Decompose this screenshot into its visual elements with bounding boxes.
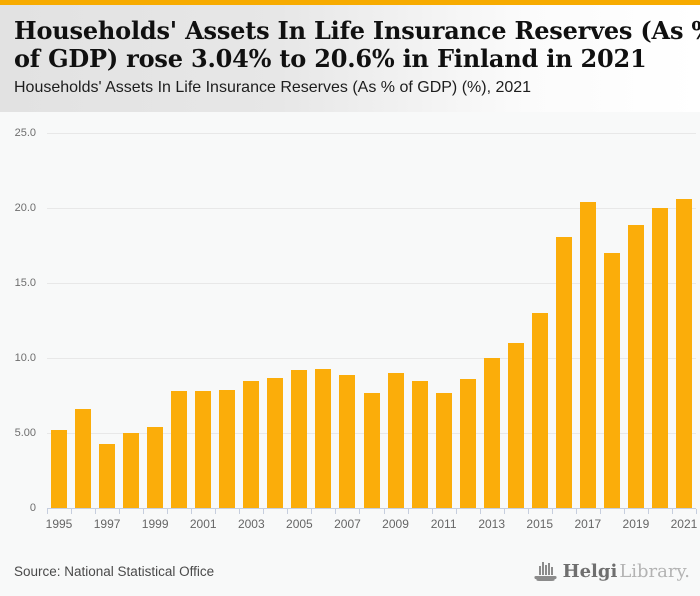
x-axis-tick bbox=[71, 509, 73, 514]
helgi-logo-icon bbox=[533, 562, 557, 581]
bar-2018 bbox=[603, 253, 620, 508]
x-axis-label-2011: 2011 bbox=[430, 517, 457, 531]
x-axis-line bbox=[47, 508, 696, 509]
x-axis-tick bbox=[503, 509, 505, 514]
chart-title: Households' Assets In Life Insurance Res… bbox=[14, 16, 700, 74]
chart-footer: Source: National Statistical Office Helg… bbox=[0, 552, 700, 596]
x-axis-tick bbox=[167, 509, 169, 514]
x-axis-tick bbox=[575, 509, 577, 514]
x-axis-tick bbox=[623, 509, 625, 514]
x-axis-tick bbox=[143, 509, 145, 514]
x-axis-tick bbox=[551, 509, 553, 514]
gridline-10.0 bbox=[47, 358, 696, 359]
x-axis-label-2021: 2021 bbox=[670, 517, 698, 531]
x-axis-tick bbox=[311, 509, 313, 514]
chart-subtitle: Households' Assets In Life Insurance Res… bbox=[14, 79, 532, 97]
y-axis-label-5.00: 5.00 bbox=[14, 427, 36, 439]
x-axis-tick bbox=[696, 509, 697, 514]
x-axis-tick bbox=[383, 509, 385, 514]
x-axis-tick bbox=[479, 509, 481, 514]
x-axis-label-2019: 2019 bbox=[622, 517, 650, 531]
x-axis-tick bbox=[95, 509, 97, 514]
x-axis-tick bbox=[239, 509, 241, 514]
bar-2005 bbox=[291, 370, 308, 508]
x-axis-tick bbox=[47, 509, 48, 514]
logo-text-helgi: Helgi bbox=[562, 560, 618, 582]
chart-header: Households' Assets In Life Insurance Res… bbox=[0, 5, 700, 112]
x-axis-label-1999: 1999 bbox=[141, 517, 169, 531]
bar-1997 bbox=[99, 443, 116, 508]
x-axis-tick bbox=[215, 509, 217, 514]
x-axis-label-1995: 1995 bbox=[45, 517, 73, 531]
x-axis-label-2003: 2003 bbox=[237, 517, 265, 531]
bar-1998 bbox=[123, 433, 140, 508]
source-note: Source: National Statistical Office bbox=[14, 563, 215, 579]
gridline-25.0 bbox=[47, 133, 696, 134]
logo-text-library: Library. bbox=[619, 560, 690, 582]
bar-2017 bbox=[579, 202, 596, 508]
y-axis-label-20.0: 20.0 bbox=[14, 202, 36, 214]
bar-2012 bbox=[459, 379, 476, 508]
bar-2020 bbox=[651, 208, 668, 508]
bar-2011 bbox=[435, 392, 452, 508]
chart-title-line2: of GDP) rose 3.04% to 20.6% in Finland i… bbox=[14, 44, 647, 74]
x-axis-tick bbox=[287, 509, 289, 514]
x-axis-tick bbox=[431, 509, 433, 514]
gridline-20.0 bbox=[47, 208, 696, 209]
gridline-15.0 bbox=[47, 283, 696, 284]
x-axis-tick bbox=[671, 509, 673, 514]
bar-2001 bbox=[195, 391, 212, 508]
bar-2006 bbox=[315, 368, 332, 508]
bar-2016 bbox=[555, 236, 572, 508]
x-axis-tick bbox=[599, 509, 601, 514]
bar-1996 bbox=[75, 409, 92, 508]
bar-2010 bbox=[411, 380, 428, 508]
x-axis-label-2015: 2015 bbox=[526, 517, 554, 531]
x-axis-label-2007: 2007 bbox=[334, 517, 361, 531]
bar-2019 bbox=[627, 224, 644, 508]
x-axis-label-2017: 2017 bbox=[574, 517, 602, 531]
bar-2002 bbox=[219, 389, 236, 508]
x-axis-label-1997: 1997 bbox=[93, 517, 121, 531]
y-axis-label-10.0: 10.0 bbox=[14, 352, 36, 364]
bar-2000 bbox=[171, 391, 188, 508]
y-axis-label-15.0: 15.0 bbox=[14, 277, 36, 289]
bar-2007 bbox=[339, 374, 356, 508]
bar-2008 bbox=[363, 392, 380, 508]
y-axis-label-0: 0 bbox=[29, 502, 36, 514]
bar-2004 bbox=[267, 377, 284, 508]
x-axis-tick bbox=[407, 509, 409, 514]
bar-2014 bbox=[507, 343, 524, 508]
bar-2021 bbox=[675, 199, 692, 508]
y-axis-label-25.0: 25.0 bbox=[14, 127, 36, 139]
bar-2013 bbox=[483, 358, 500, 508]
x-axis-label-2005: 2005 bbox=[286, 517, 313, 531]
bar-1999 bbox=[147, 427, 164, 508]
x-axis-label-2013: 2013 bbox=[478, 517, 506, 531]
bar-1995 bbox=[51, 430, 68, 508]
x-axis-tick bbox=[263, 509, 265, 514]
x-axis-tick bbox=[455, 509, 457, 514]
x-axis-tick bbox=[527, 509, 529, 514]
x-axis-label-2001: 2001 bbox=[189, 517, 217, 531]
top-accent-bar bbox=[0, 0, 700, 5]
chart-region: 0 5.00 10.0 15.0 20.0 25.0 1995 1997 1999 2001 200… bbox=[0, 112, 700, 552]
x-axis-tick bbox=[119, 509, 121, 514]
bar-2003 bbox=[243, 380, 260, 508]
x-axis-tick bbox=[335, 509, 337, 514]
x-axis-label-2009: 2009 bbox=[382, 517, 409, 531]
helgi-library-logo[interactable]: Helgi Library. bbox=[533, 559, 690, 583]
x-axis-tick bbox=[647, 509, 649, 514]
chart-title-line1: Households' Assets In Life Insurance Res… bbox=[14, 16, 700, 45]
x-axis-tick bbox=[359, 509, 361, 514]
bar-2009 bbox=[387, 373, 404, 508]
bar-2015 bbox=[531, 313, 548, 508]
x-axis-tick bbox=[191, 509, 193, 514]
